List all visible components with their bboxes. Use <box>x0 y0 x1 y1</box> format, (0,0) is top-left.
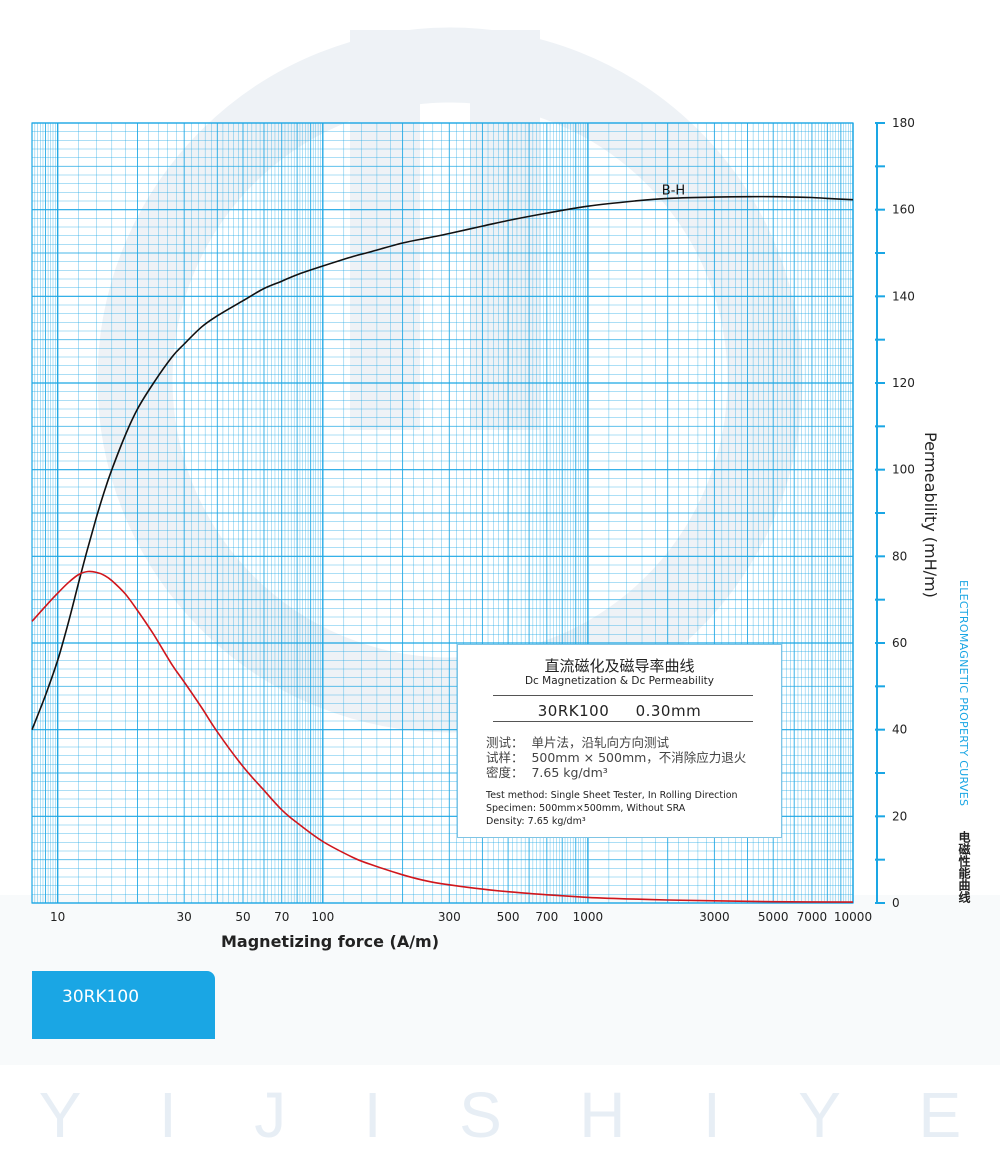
y-tick-label: 20 <box>892 809 907 823</box>
info-title-en: Dc Magnetization & Dc Permeability <box>524 675 715 687</box>
side-title-en: ELECTROMAGNETIC PROPERTY CURVES <box>957 580 970 807</box>
info-divider <box>493 721 753 722</box>
y-tick-label: 0 <box>892 896 900 910</box>
x-tick-label: 30 <box>177 910 192 924</box>
info-grade-thickness: 30RK100 0.30mm <box>537 702 702 720</box>
info-cn-lines: 测试： 单片法，沿轧向方向测试 试样： 500mm × 500mm，不消除应力退… <box>486 735 746 780</box>
bh-curve <box>31 195 854 730</box>
x-tick-label: 5000 <box>758 910 789 924</box>
info-box: 直流磁化及磁导率曲线 Dc Magnetization & Dc Permeab… <box>457 644 782 838</box>
x-tick-label: 7000 <box>797 910 828 924</box>
watermark-letter: H <box>579 1079 626 1151</box>
y-axis-label: Permeability (mH/m) <box>921 432 940 598</box>
watermark-letter: J <box>254 1079 287 1151</box>
y-tick-label: 80 <box>892 549 907 563</box>
y-tick-label: 140 <box>892 289 915 303</box>
info-cn-line: 测试： 单片法，沿轧向方向测试 <box>486 735 669 750</box>
permeability-curve <box>31 570 854 903</box>
info-en-line: Specimen: 500mm×500mm, Without SRA <box>486 803 686 814</box>
x-tick-label: 500 <box>497 910 520 924</box>
watermark-letter: S <box>459 1079 502 1151</box>
y-tick-label: 120 <box>892 376 915 390</box>
info-title-cn: 直流磁化及磁导率曲线 <box>544 657 695 675</box>
x-tick-label: 1000 <box>573 910 604 924</box>
y-tick-label: 160 <box>892 203 915 217</box>
x-tick-label: 300 <box>438 910 461 924</box>
watermark-letter: E <box>918 1079 962 1151</box>
x-axis-label: Magnetizing force (A/m) <box>221 932 440 951</box>
series-labels: B-H <box>662 184 685 199</box>
x-tick-label: 10 <box>50 910 65 924</box>
grade-tab-label: 30RK100 <box>62 987 140 1007</box>
info-en-line: Density: 7.65 kg/dm³ <box>486 816 586 827</box>
watermark-letter: I <box>158 1079 177 1151</box>
x-axis: 10 30 50 70 100 300 500 700 1000 3000 5000 7000 1000… <box>50 910 872 924</box>
x-tick-label: 10000 <box>834 910 872 924</box>
y-tick-label: 100 <box>892 463 915 477</box>
grade-tab: 30RK100 <box>32 971 215 1039</box>
x-tick-label: 50 <box>235 910 250 924</box>
y-tick-label: 40 <box>892 723 907 737</box>
y-tick-label: 180 <box>892 116 915 130</box>
x-tick-label: 700 <box>535 910 558 924</box>
info-divider <box>493 695 753 696</box>
x-tick-label: 70 <box>274 910 289 924</box>
info-en-lines: Test method: Single Sheet Tester, In Rol… <box>486 789 738 828</box>
side-title-cn: 电磁性能曲线 <box>957 831 971 903</box>
x-tick-label: 3000 <box>699 910 730 924</box>
y-tick-label: 60 <box>892 636 907 650</box>
info-cn-line: 试样： 500mm × 500mm，不消除应力退火 <box>486 750 747 765</box>
x-tick-label: 100 <box>311 910 334 924</box>
bh-curve-label: B-H <box>662 184 685 199</box>
watermark-letter: I <box>363 1079 382 1151</box>
watermark-letter: I <box>703 1079 721 1151</box>
info-en-line: Test method: Single Sheet Tester, In Rol… <box>486 790 738 801</box>
y-axis: 0 20 40 60 80 100 120 140 160 180 <box>875 116 915 910</box>
plot-frame <box>31 122 854 904</box>
info-cn-line: 密度： 7.65 kg/dm³ <box>486 765 608 780</box>
watermark-letter: Y <box>798 1079 841 1151</box>
curves <box>31 195 854 903</box>
watermark-letter: Y <box>38 1079 82 1151</box>
